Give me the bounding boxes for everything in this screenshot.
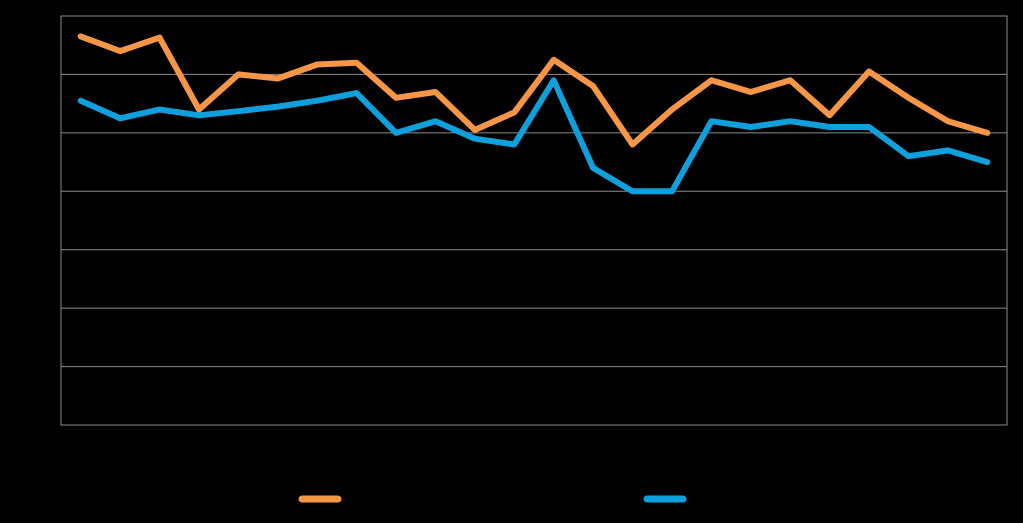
series-line-2 — [77, 77, 991, 195]
series-line-1 — [77, 33, 991, 148]
plot-area — [60, 15, 1008, 426]
series-layer — [77, 33, 991, 195]
gridlines — [61, 73, 1007, 368]
plot-frame — [60, 15, 1008, 426]
